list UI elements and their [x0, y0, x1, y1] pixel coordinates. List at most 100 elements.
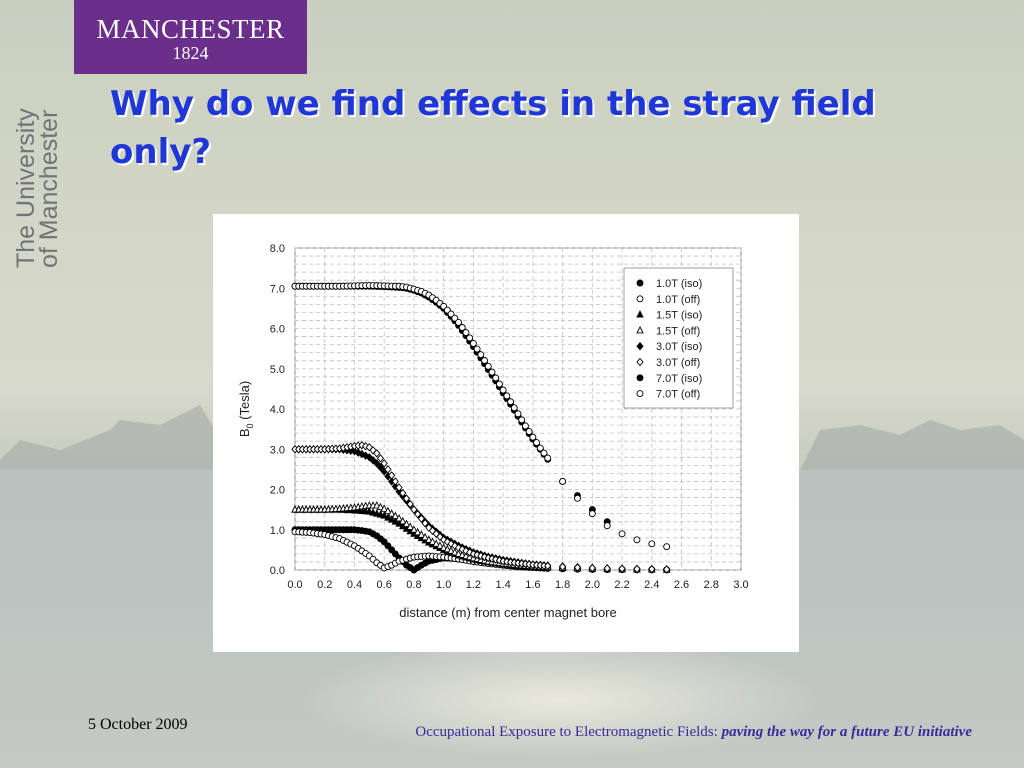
x-tick-label: 0.2 — [317, 579, 332, 591]
y-axis-label: B0 (Tesla) — [237, 381, 255, 437]
x-tick-label: 0.8 — [406, 579, 421, 591]
y-tick-label: 5.0 — [270, 364, 285, 376]
data-point — [428, 537, 437, 545]
data-point — [499, 386, 507, 394]
data-point — [443, 544, 452, 553]
data-point — [380, 504, 388, 512]
legend-label: 3.0T (iso) — [656, 341, 702, 353]
legend-marker — [636, 342, 644, 351]
data-point — [588, 510, 596, 518]
data-point — [417, 514, 425, 523]
legend-marker — [636, 295, 644, 303]
data-point — [559, 562, 567, 571]
legend-label: 7.0T (iso) — [656, 373, 702, 385]
data-point — [462, 329, 470, 336]
data-point — [399, 516, 407, 525]
x-tick-label: 1.0 — [436, 579, 451, 591]
data-point — [466, 334, 474, 342]
x-tick-label: 2.6 — [674, 579, 689, 591]
data-point — [663, 565, 671, 574]
data-point — [402, 494, 411, 503]
x-tick-label: 0.0 — [287, 579, 302, 591]
y-tick-label: 8.0 — [270, 243, 285, 255]
y-tick-label: 0.0 — [270, 565, 285, 577]
x-tick-label: 1.8 — [555, 579, 570, 591]
x-tick-label: 1.2 — [466, 579, 481, 591]
x-tick-label: 2.2 — [614, 579, 629, 591]
series-7-0t-off- — [291, 281, 671, 551]
data-point — [618, 530, 626, 538]
data-point — [458, 550, 466, 558]
university-logo: MANCHESTER 1824 — [74, 0, 307, 74]
data-point — [510, 404, 518, 412]
data-point — [451, 547, 459, 556]
data-point — [458, 324, 466, 331]
legend-marker — [636, 310, 644, 318]
data-point — [410, 525, 418, 533]
data-point — [436, 541, 444, 549]
legend-label: 1.5T (off) — [656, 325, 700, 337]
data-point — [588, 563, 596, 573]
data-point — [376, 463, 385, 472]
data-point — [387, 509, 396, 517]
data-point — [503, 392, 511, 400]
x-tick-label: 1.4 — [495, 579, 510, 591]
chart-panel: 0.0 0.2 0.4 0.6 0.8 1.0 1.2 1.4 1.6 1.8 2.0 2.2 2.4 2… — [213, 214, 799, 652]
slide-title: Why do we find effects in the stray fiel… — [110, 84, 876, 172]
legend-marker — [636, 390, 644, 398]
data-point — [603, 522, 611, 530]
data-point — [514, 410, 522, 418]
data-point — [399, 488, 407, 498]
data-point — [529, 433, 537, 441]
data-point — [648, 540, 656, 548]
y-tick-label: 6.0 — [270, 324, 285, 336]
data-point — [395, 513, 403, 522]
data-point — [544, 454, 552, 462]
y-tick-label: 7.0 — [270, 283, 285, 295]
x-tick-label: 0.4 — [347, 579, 362, 591]
data-point — [391, 477, 399, 486]
data-point — [439, 543, 448, 551]
data-point — [544, 561, 552, 571]
data-point — [663, 543, 671, 551]
data-point — [414, 509, 422, 519]
x-tick-label: 0.6 — [377, 579, 392, 591]
data-point — [559, 478, 567, 485]
x-tick-label: 2.4 — [644, 579, 659, 591]
data-point — [454, 549, 463, 557]
legend-box — [623, 267, 734, 409]
x-tick-label: 2.8 — [704, 579, 719, 591]
legend-label: 1.5T (iso) — [656, 310, 702, 322]
data-point — [447, 546, 455, 554]
data-point — [451, 314, 459, 322]
data-point — [633, 536, 641, 544]
data-point — [465, 552, 474, 561]
data-point — [521, 422, 529, 430]
y-tick-label: 1.0 — [270, 525, 285, 537]
data-point — [533, 439, 541, 447]
event-name: Occupational Exposure to Electromagnetic… — [415, 724, 718, 740]
data-point — [380, 459, 388, 468]
data-point — [488, 368, 496, 376]
legend-marker — [636, 357, 644, 367]
data-point — [573, 563, 582, 572]
data-point — [421, 519, 429, 528]
data-point — [477, 351, 485, 359]
data-point — [376, 454, 385, 463]
data-point — [518, 416, 526, 424]
legend-marker — [636, 325, 644, 334]
data-point — [380, 511, 388, 519]
data-point — [507, 398, 515, 406]
data-point — [603, 564, 611, 573]
data-point — [425, 535, 433, 543]
data-point — [387, 515, 396, 523]
data-point — [410, 505, 418, 514]
legend-label: 1.0T (iso) — [656, 278, 702, 290]
data-point — [481, 357, 488, 364]
tick-labels: 0.0 0.2 0.4 0.6 0.8 1.0 1.2 1.4 1.6 1.8 2.0 2.2 2.4 2… — [270, 243, 749, 591]
x-axis-label: distance (m) from center magnet bore — [399, 605, 616, 620]
data-point — [455, 319, 462, 326]
data-point — [462, 551, 470, 560]
data-point — [469, 339, 477, 347]
data-point — [421, 532, 429, 541]
